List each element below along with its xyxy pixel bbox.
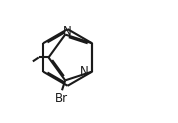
- Text: N: N: [63, 25, 72, 38]
- Text: Br: Br: [55, 92, 68, 105]
- Text: N: N: [80, 65, 89, 78]
